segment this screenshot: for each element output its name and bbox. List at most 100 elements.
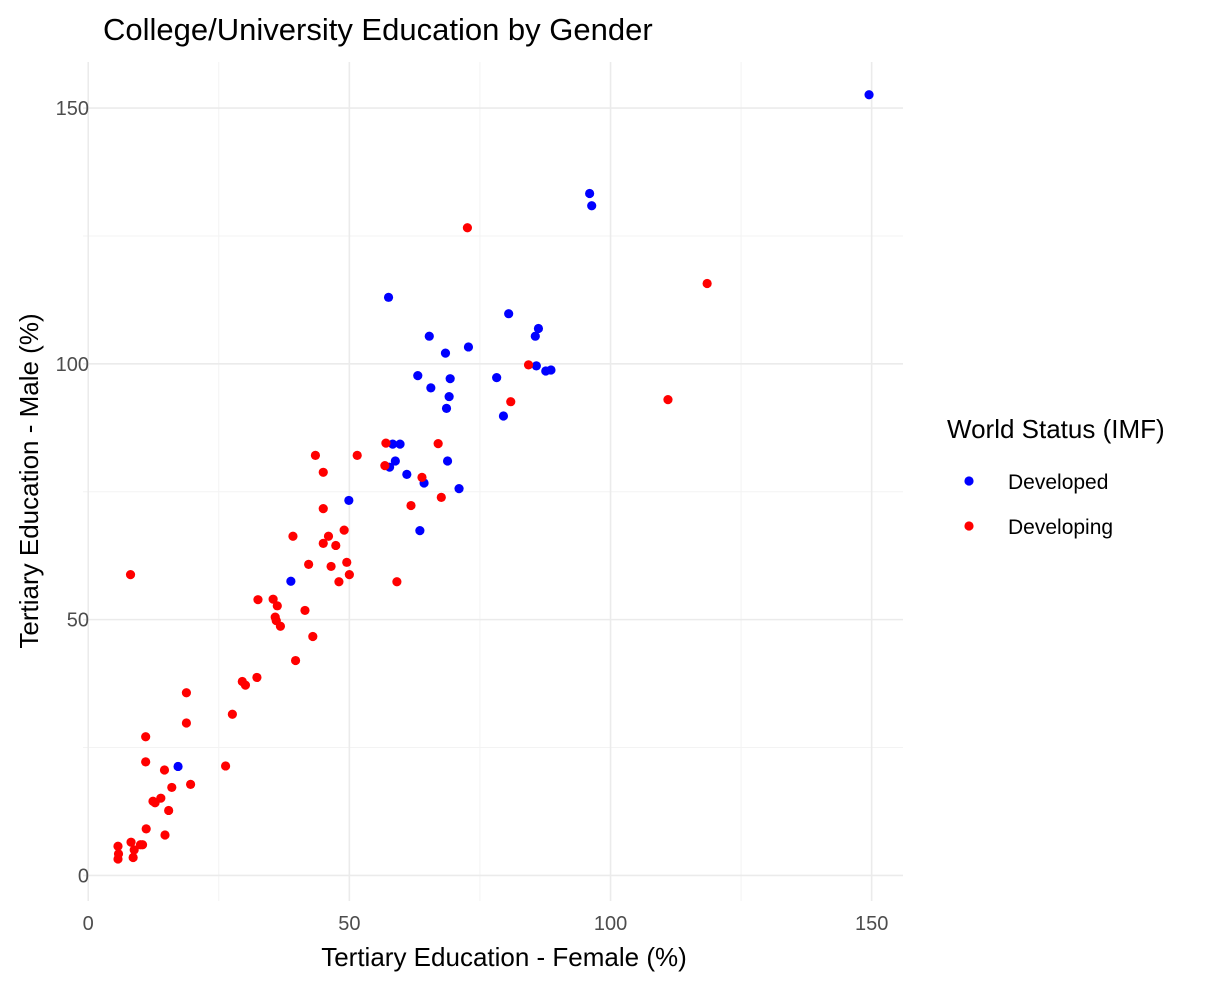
point-developed	[533, 323, 544, 334]
point-developing	[268, 594, 278, 604]
point-developed	[173, 761, 183, 772]
x-tick-label: 50	[338, 913, 360, 935]
point-developed	[442, 456, 453, 466]
point-developing	[113, 841, 123, 851]
point-developing	[308, 631, 318, 642]
point-developing	[290, 655, 301, 666]
x-tick-label: 0	[83, 913, 94, 935]
grid	[83, 62, 903, 901]
point-developed	[587, 201, 597, 211]
point-developing	[304, 559, 314, 569]
point-developed	[415, 526, 425, 536]
y-axis-title: Tertiary Education - Male (%)	[14, 313, 44, 648]
point-developed	[498, 411, 509, 421]
point-developing	[381, 438, 391, 448]
point-developed	[441, 403, 452, 413]
point-developing	[141, 824, 151, 834]
point-developing	[272, 601, 282, 611]
legend-label-developed: Developed	[1008, 471, 1108, 494]
point-developing	[406, 500, 416, 511]
point-developing	[159, 765, 170, 775]
point-developing	[128, 852, 138, 863]
point-developing	[181, 718, 192, 728]
point-developing	[318, 504, 328, 514]
point-developed	[413, 371, 423, 381]
legend-label-developing: Developing	[1008, 516, 1113, 539]
point-developing	[352, 450, 362, 461]
point-developing	[141, 757, 151, 767]
point-developed	[864, 90, 874, 100]
point-developing	[288, 531, 298, 541]
point-developing	[339, 525, 349, 535]
point-developed	[454, 484, 464, 494]
x-tick-label: 100	[594, 913, 627, 935]
point-developed	[388, 439, 398, 449]
point-developing	[392, 577, 402, 587]
chart-title: College/University Education by Gender	[103, 12, 653, 47]
point-developing	[462, 223, 473, 233]
x-tick-label: 150	[855, 913, 888, 935]
point-developing	[331, 540, 341, 551]
point-developing	[310, 450, 321, 461]
point-developing	[220, 761, 231, 771]
point-developed	[286, 576, 296, 586]
point-developing	[506, 397, 516, 407]
point-developing	[126, 837, 136, 847]
point-developing	[334, 577, 344, 587]
point-developed	[504, 309, 514, 319]
y-tick-label: 0	[78, 865, 89, 887]
point-developing	[167, 782, 177, 793]
point-developing	[141, 732, 151, 742]
legend-key-developing	[964, 521, 974, 531]
data-points	[113, 90, 874, 864]
point-developing	[326, 561, 336, 572]
point-developing	[125, 570, 136, 580]
y-tick-label: 100	[56, 354, 89, 376]
point-developing	[318, 467, 328, 477]
point-developed	[530, 331, 540, 341]
point-developed	[445, 374, 455, 384]
y-tick-label: 150	[56, 98, 89, 120]
point-developing	[181, 688, 192, 698]
point-developing	[433, 439, 443, 449]
point-developed	[383, 292, 394, 302]
point-developing	[227, 709, 237, 719]
point-developing	[164, 805, 174, 816]
point-developing	[253, 595, 263, 605]
point-developed	[546, 365, 556, 375]
point-developed	[440, 348, 451, 358]
point-developed	[463, 342, 474, 352]
point-developing	[300, 605, 310, 616]
point-developing	[185, 779, 196, 789]
point-developing	[318, 538, 328, 549]
point-developing	[240, 680, 251, 690]
point-developing	[344, 570, 354, 580]
point-developed	[444, 391, 454, 402]
point-developing	[137, 840, 148, 850]
point-developing	[275, 621, 286, 631]
point-developing	[417, 472, 427, 483]
point-developing	[160, 830, 170, 840]
point-developing	[129, 845, 139, 855]
legend: World Status (IMF) Developed Developing	[947, 414, 1165, 539]
point-developing	[523, 360, 534, 370]
point-developed	[390, 456, 400, 466]
point-developed	[424, 331, 434, 341]
point-developed	[402, 469, 412, 479]
point-developed	[531, 361, 541, 371]
point-developing	[380, 461, 390, 471]
point-developing	[150, 798, 160, 808]
point-developed	[426, 383, 436, 393]
point-developing	[663, 395, 673, 405]
point-developing	[436, 492, 446, 502]
point-developed	[395, 439, 405, 449]
axis-ticks: 0 50 100 150 0 50 100 150	[56, 98, 889, 935]
legend-key-developed	[964, 476, 974, 486]
y-tick-label: 50	[67, 610, 89, 632]
point-developing	[323, 531, 334, 541]
point-developing	[342, 557, 352, 567]
point-developed	[344, 495, 354, 506]
point-developed	[492, 373, 502, 383]
